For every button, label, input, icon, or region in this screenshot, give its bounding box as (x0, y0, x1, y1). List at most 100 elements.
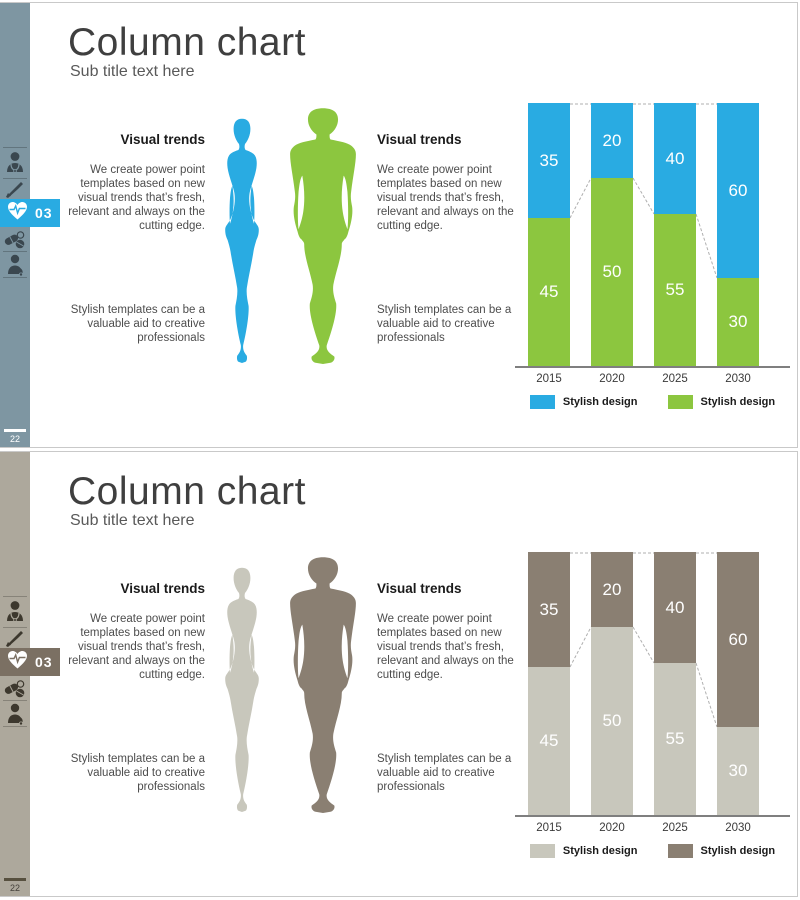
chart-bar: 20 50 (591, 552, 633, 815)
page-number: 22 (9, 883, 20, 893)
slide-subtitle: Sub title text here (70, 512, 195, 529)
chart-bar: 40 55 (654, 103, 696, 366)
sidebar: 03 22 (0, 452, 60, 896)
value-label: 45 (539, 731, 559, 750)
bar-segment-bottom: 55 (654, 214, 696, 366)
pills-icon (4, 679, 26, 704)
value-label: 55 (665, 729, 685, 748)
footer-text-left: Stylish templates can be a valuable aid … (70, 753, 205, 793)
value-label: 45 (539, 282, 559, 301)
x-axis-label: 2025 (662, 373, 688, 385)
x-axis-label: 2030 (725, 373, 751, 385)
scalpel-icon (4, 181, 26, 204)
value-label: 20 (602, 579, 622, 599)
value-label: 50 (602, 262, 622, 281)
slide-2: 03 22 Column chart Sub title text here V… (0, 451, 798, 897)
x-axis-label: 2025 (662, 822, 688, 834)
bar-segment-bottom: 45 (528, 218, 570, 366)
footer-text-right: Stylish templates can be a valuable aid … (377, 753, 512, 793)
chart-x-axis (515, 366, 790, 368)
text-block-right: Visual trends We create power point temp… (377, 568, 527, 696)
legend-label: Stylish design (700, 845, 776, 857)
x-axis-label: 2015 (536, 822, 562, 834)
sidebar-divider (3, 596, 27, 597)
slide-title: Column chart (68, 470, 306, 513)
text-block-body: We create power point templates based on… (377, 613, 514, 681)
x-axis-label: 2030 (725, 822, 751, 834)
bar-segment-top: 40 (654, 103, 696, 214)
text-block-heading: Visual trends (120, 580, 205, 596)
bar-segment-top: 35 (528, 552, 570, 667)
doctor-icon (4, 151, 26, 180)
male-silhouette (276, 556, 370, 823)
value-label: 30 (728, 761, 748, 780)
chart-bar: 35 45 (528, 552, 570, 815)
chart-plot: 35 45 20 50 40 55 60 30 (515, 552, 790, 815)
chart-x-labels: 2015 2020 2025 2030 (515, 373, 790, 387)
value-label: 35 (539, 599, 559, 619)
text-block-body: We create power point templates based on… (68, 613, 205, 681)
page-indicator-bar (4, 429, 26, 432)
legend-label: Stylish design (700, 396, 776, 408)
x-axis-label: 2020 (599, 373, 625, 385)
chart-bar: 20 50 (591, 103, 633, 366)
text-block-heading: Visual trends (377, 580, 462, 596)
sidebar-divider (3, 627, 27, 628)
text-block-body: We create power point templates based on… (377, 164, 514, 232)
bar-segment-top: 20 (591, 552, 633, 627)
chart-bar: 40 55 (654, 552, 696, 815)
legend-swatch (529, 844, 555, 858)
bar-segment-top: 35 (528, 103, 570, 218)
badge-number: 03 (35, 205, 53, 221)
bar-segment-bottom: 50 (591, 627, 633, 815)
text-block-heading: Visual trends (377, 131, 462, 147)
chart-bar: 60 30 (717, 552, 759, 815)
chart-x-axis (515, 815, 790, 817)
legend-label: Stylish design (562, 396, 638, 408)
sidebar-divider (3, 147, 27, 148)
legend-swatch (529, 395, 555, 409)
chart-x-labels: 2015 2020 2025 2030 (515, 822, 790, 836)
text-block-left: Visual trends We create power point temp… (55, 119, 205, 247)
bar-segment-top: 20 (591, 103, 633, 178)
legend-item: Stylish design (529, 844, 638, 858)
legend-item: Stylish design (667, 844, 776, 858)
value-label: 30 (728, 312, 748, 331)
value-label: 40 (665, 148, 685, 168)
legend-item: Stylish design (667, 395, 776, 409)
slide-title: Column chart (68, 21, 306, 64)
value-label: 60 (728, 629, 748, 649)
pills-icon (4, 230, 26, 255)
nurse-icon (4, 703, 26, 731)
value-label: 50 (602, 711, 622, 730)
doctor-icon (4, 600, 26, 629)
chart-plot: 35 45 20 50 40 55 60 30 (515, 103, 790, 366)
chapter-badge: 03 (0, 199, 60, 227)
bar-segment-top: 60 (717, 103, 759, 278)
heart-pulse-icon (6, 650, 28, 675)
bar-segment-bottom: 30 (717, 278, 759, 366)
chart-connector-lines (569, 552, 718, 728)
legend-swatch (667, 844, 693, 858)
female-silhouette (212, 566, 272, 823)
bar-segment-bottom: 45 (528, 667, 570, 815)
text-block-right: Visual trends We create power point temp… (377, 119, 527, 247)
value-label: 55 (665, 280, 685, 299)
value-label: 40 (665, 597, 685, 617)
bar-segment-bottom: 30 (717, 727, 759, 815)
chart-bar: 35 45 (528, 103, 570, 366)
sidebar-divider (3, 726, 27, 727)
scalpel-icon (4, 630, 26, 653)
sidebar-divider (3, 251, 27, 252)
sidebar-divider (3, 700, 27, 701)
legend-label: Stylish design (562, 845, 638, 857)
badge-number: 03 (35, 654, 53, 670)
chart-bar: 60 30 (717, 103, 759, 366)
slide-1: 03 22 Column chart Sub title text here V… (0, 2, 798, 448)
footer-text-left: Stylish templates can be a valuable aid … (70, 304, 205, 344)
sidebar-divider (3, 277, 27, 278)
chart-legend: Stylish design Stylish design (515, 844, 790, 858)
bar-segment-top: 60 (717, 552, 759, 727)
bar-segment-top: 40 (654, 552, 696, 663)
page-indicator-bar (4, 878, 26, 881)
